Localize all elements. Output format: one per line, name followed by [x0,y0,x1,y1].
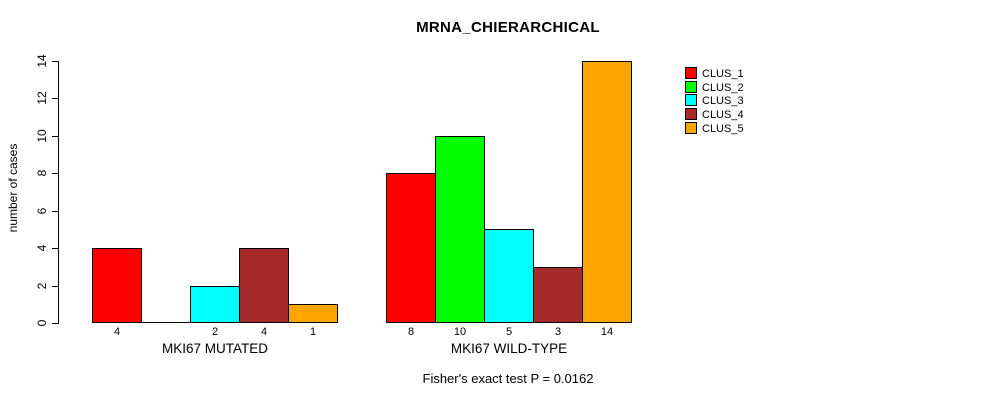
bar-value-label: 14 [600,326,614,338]
bar-clus_3 [190,285,240,323]
y-tick-label: 10 [35,128,49,143]
y-tick-mark [52,210,58,212]
y-tick-label: 14 [35,53,49,68]
legend-swatch-clus_2 [685,80,697,93]
legend-swatch-clus_1 [685,67,697,79]
group-label: MKI67 MUTATED [161,341,268,356]
group-label: MKI67 WILD-TYPE [450,341,568,356]
bar-clus_4 [239,248,289,323]
bar-value-label: 1 [309,326,317,338]
bar-clus_3 [484,229,534,323]
legend-label: CLUS_1 [702,68,744,80]
legend-swatch-clus_5 [685,121,697,134]
bar-clus_5 [582,60,632,323]
y-tick-mark [52,248,58,249]
y-tick-mark [52,285,58,287]
bar-value-label: 10 [453,326,467,338]
bar-value-label: 5 [505,326,513,338]
bar-clus_1 [92,248,142,323]
bar-clus_1 [386,173,436,323]
bar-value-label: 4 [260,326,268,338]
y-tick-mark [52,98,58,99]
chart-title: MRNA_CHIERARCHICAL [416,19,600,36]
bar-clus_2 [435,135,485,323]
bar-clus_4 [533,266,583,323]
y-tick-label: 6 [35,207,49,214]
y-tick-label: 2 [35,282,49,289]
bar-value-label: 2 [211,326,219,338]
bar-value-label: 3 [554,326,562,338]
y-axis-line [58,60,59,324]
y-tick-mark [52,323,58,324]
y-tick-label: 0 [35,319,49,327]
y-tick-mark [52,173,58,174]
fisher-test-annotation: Fisher's exact test P = 0.0162 [422,371,594,386]
y-tick-label: 4 [35,244,49,252]
y-tick-label: 12 [35,91,49,105]
y-tick-mark [52,135,58,137]
legend-swatch-clus_3 [685,94,697,107]
y-tick-mark [52,60,58,62]
legend-label: CLUS_5 [702,122,744,135]
legend-label: CLUS_4 [702,108,744,121]
legend-label: CLUS_3 [702,95,744,108]
legend-label: CLUS_2 [702,81,744,94]
y-tick-label: 8 [35,169,49,177]
y-axis-label: number of cases [6,143,20,233]
legend-swatch-clus_4 [685,107,697,120]
bar-clus_5 [288,304,338,323]
bar-value-label: 8 [407,326,415,338]
bar-value-label: 4 [113,326,121,338]
